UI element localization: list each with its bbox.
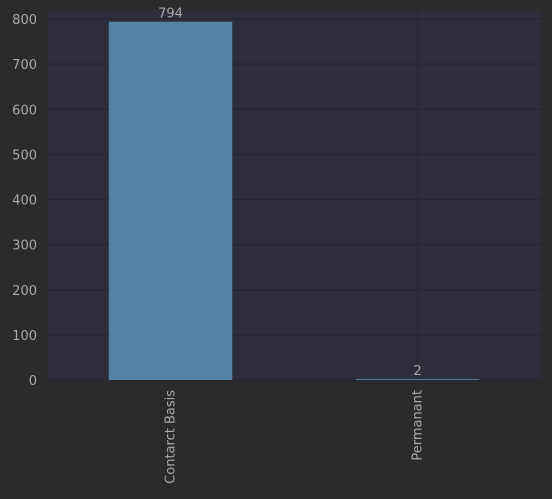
y-tick-label: 0 <box>29 374 37 389</box>
y-tick-label: 300 <box>12 239 37 254</box>
bars <box>108 21 480 380</box>
data-label: 794 <box>158 7 183 22</box>
y-tick-label: 600 <box>12 103 37 118</box>
y-tick-label: 800 <box>12 13 37 28</box>
bar <box>108 21 233 380</box>
x-tick-label: Contarct Basis <box>164 390 179 484</box>
x-tick-label: Permanant <box>411 390 426 461</box>
bar <box>355 379 480 380</box>
y-tick-label: 400 <box>12 194 37 209</box>
y-tick-label: 700 <box>12 58 37 73</box>
x-axis-tick-labels: Contarct Basis Permanant <box>164 390 426 484</box>
y-axis-tick-labels: 0 100 200 300 400 500 600 700 800 <box>12 13 37 389</box>
y-tick-label: 200 <box>12 284 37 299</box>
y-tick-label: 100 <box>12 329 37 344</box>
data-label: 2 <box>413 364 421 379</box>
data-labels: 794 2 <box>158 7 422 379</box>
y-tick-label: 500 <box>12 148 37 163</box>
